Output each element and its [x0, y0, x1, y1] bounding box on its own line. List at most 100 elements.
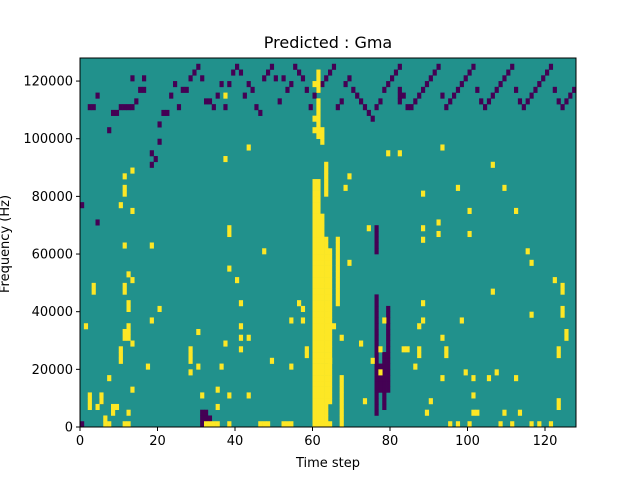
- high-cell: [316, 421, 321, 428]
- low-cell: [455, 86, 461, 93]
- high-cell: [537, 421, 542, 428]
- high-cell: [111, 403, 116, 411]
- high-cell: [126, 323, 131, 330]
- high-cell: [258, 421, 263, 428]
- high-cell: [312, 196, 317, 203]
- low-cell: [502, 75, 507, 82]
- low-cell: [382, 380, 387, 387]
- high-cell: [118, 352, 123, 359]
- low-cell: [386, 340, 391, 347]
- high-cell: [324, 317, 329, 324]
- x-tick-label: 40: [227, 434, 244, 449]
- x-tick-label: 60: [304, 434, 321, 449]
- high-cell: [324, 294, 329, 301]
- high-cell: [312, 207, 317, 214]
- high-cell: [320, 271, 325, 278]
- high-cell: [448, 421, 453, 428]
- high-cell: [304, 346, 309, 353]
- low-cell: [378, 375, 383, 382]
- high-cell: [130, 277, 135, 284]
- high-cell: [320, 380, 325, 387]
- high-cell: [227, 230, 232, 238]
- high-cell: [320, 392, 325, 399]
- high-cell: [215, 403, 220, 411]
- low-cell: [382, 357, 387, 364]
- high-cell: [316, 386, 321, 393]
- low-cell: [173, 81, 178, 88]
- low-cell: [204, 409, 209, 416]
- high-cell: [440, 144, 445, 151]
- high-cell: [417, 346, 422, 353]
- low-cell: [374, 346, 379, 353]
- high-cell: [312, 340, 317, 347]
- low-cell: [514, 86, 519, 93]
- high-cell: [486, 375, 492, 382]
- high-cell: [324, 369, 329, 376]
- low-cell: [200, 415, 205, 422]
- high-cell: [312, 248, 317, 255]
- high-cell: [328, 380, 333, 387]
- high-cell: [324, 179, 329, 186]
- x-tick-label: 20: [149, 434, 166, 449]
- high-cell: [312, 184, 317, 191]
- high-cell: [328, 375, 333, 382]
- high-cell: [297, 300, 302, 307]
- high-cell: [316, 398, 321, 405]
- high-cell: [328, 288, 333, 295]
- low-cell: [138, 86, 143, 93]
- high-cell: [122, 288, 127, 295]
- low-cell: [192, 69, 197, 76]
- low-cell: [258, 109, 263, 116]
- high-cell: [320, 334, 325, 341]
- high-cell: [320, 369, 325, 376]
- high-cell: [118, 202, 123, 209]
- high-cell: [320, 357, 325, 364]
- high-cell: [312, 357, 317, 364]
- high-cell: [347, 259, 352, 266]
- low-cell: [331, 63, 337, 70]
- high-cell: [312, 271, 317, 278]
- high-cell: [316, 375, 321, 382]
- high-cell: [118, 357, 123, 364]
- high-cell: [312, 369, 317, 376]
- high-cell: [312, 265, 317, 272]
- high-cell: [517, 409, 523, 416]
- high-cell: [312, 259, 317, 266]
- low-cell: [188, 75, 193, 82]
- low-cell: [200, 421, 205, 428]
- low-cell: [312, 92, 317, 99]
- high-cell: [320, 127, 325, 134]
- low-cell: [111, 109, 116, 116]
- high-cell: [324, 352, 329, 359]
- high-cell: [312, 127, 317, 134]
- high-cell: [471, 392, 476, 399]
- high-cell: [316, 86, 321, 93]
- high-cell: [200, 392, 205, 399]
- high-cell: [335, 254, 340, 261]
- high-cell: [421, 317, 426, 324]
- low-cell: [374, 386, 379, 393]
- low-cell: [490, 92, 495, 99]
- high-cell: [320, 138, 325, 145]
- low-cell: [483, 104, 488, 111]
- low-cell: [114, 109, 120, 116]
- high-cell: [328, 323, 333, 330]
- high-cell: [320, 230, 325, 238]
- high-cell: [312, 242, 317, 249]
- high-cell: [99, 392, 104, 399]
- low-cell: [169, 92, 174, 99]
- high-cell: [324, 415, 329, 422]
- high-cell: [316, 352, 321, 359]
- high-cell: [316, 357, 321, 364]
- low-cell: [521, 104, 526, 111]
- high-cell: [316, 415, 321, 422]
- high-cell: [529, 259, 534, 266]
- high-cell: [370, 357, 375, 364]
- high-cell: [320, 386, 325, 393]
- high-cell: [215, 421, 220, 428]
- high-cell: [312, 403, 317, 411]
- high-cell: [328, 282, 333, 289]
- high-cell: [130, 167, 135, 174]
- high-cell: [316, 196, 321, 203]
- low-cell: [378, 380, 383, 387]
